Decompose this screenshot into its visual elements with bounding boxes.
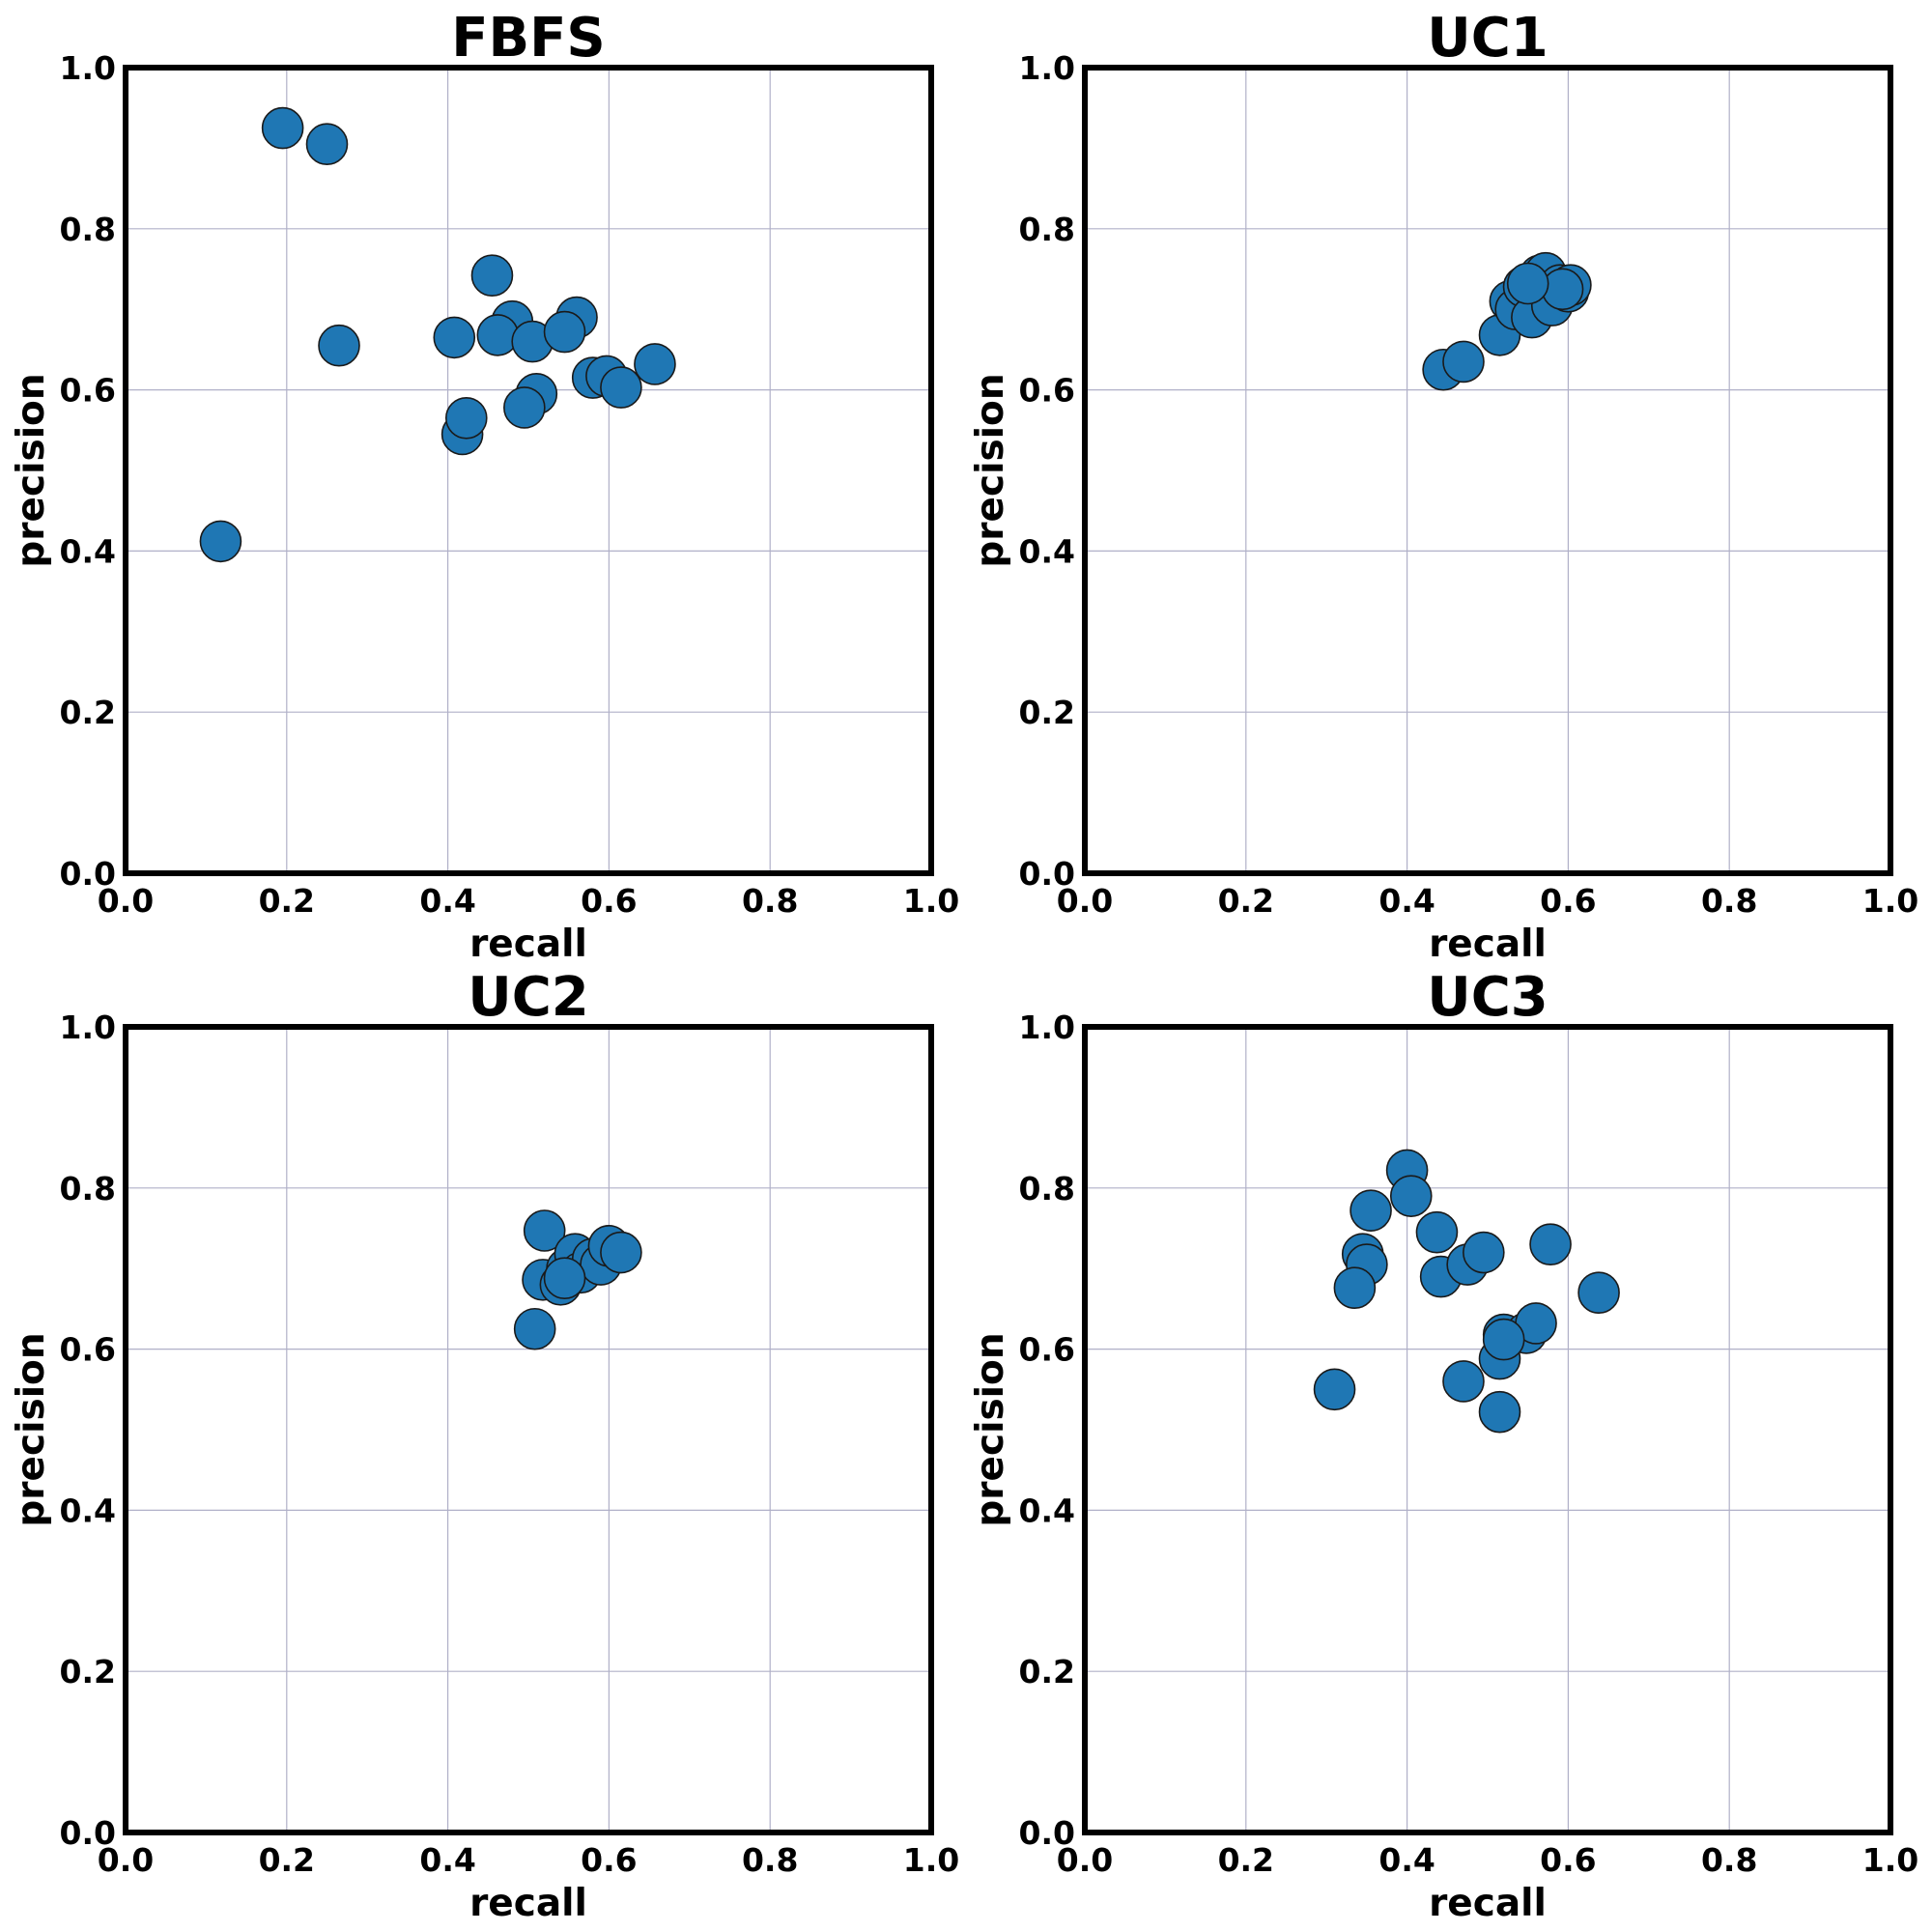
subplot-title: UC3 [1427, 966, 1548, 1029]
x-tick-label: 0.4 [419, 1841, 475, 1879]
data-point [1350, 1189, 1392, 1232]
data-point [1442, 340, 1485, 384]
x-tick-label: 0.2 [259, 1841, 315, 1879]
y-tick-label: 0.8 [60, 211, 116, 248]
x-axis-label: recall [1429, 923, 1547, 966]
x-axis-label: recall [469, 1882, 587, 1925]
y-axis-label: precision [10, 373, 53, 567]
x-tick-label: 0.6 [581, 882, 637, 920]
data-point [1389, 1175, 1433, 1217]
y-tick-label: 0.6 [60, 1331, 116, 1369]
data-point [513, 1307, 556, 1350]
data-point [543, 310, 586, 354]
data-point [634, 343, 676, 385]
data-point [261, 106, 304, 150]
y-tick-label: 1.0 [60, 49, 116, 87]
data-point [1333, 1266, 1377, 1310]
x-tick-label: 1.0 [1862, 882, 1918, 920]
y-tick-label: 0.4 [1019, 1492, 1075, 1529]
y-tick-label: 0.6 [1019, 1331, 1075, 1369]
subplot-3: 0.0 0.2 0.4 0.6 0.8 1.0 0.0 0.2 0.4 0.6 0.8 1.0 UC3 r… [969, 966, 1918, 1925]
y-axis-label: precision [969, 1332, 1012, 1526]
x-tick-label: 0.4 [1378, 1841, 1435, 1879]
y-tick-label: 0.0 [1019, 1814, 1075, 1852]
y-tick-label: 0.4 [60, 532, 116, 570]
y-tick-label: 0.8 [1019, 1170, 1075, 1208]
y-tick-label: 0.2 [60, 1653, 116, 1690]
subplot-title: FBFS [451, 7, 606, 70]
x-axis-label: recall [1429, 1882, 1547, 1925]
y-tick-label: 0.0 [60, 1814, 116, 1852]
subplot-title: UC2 [468, 966, 589, 1029]
plot-frame [123, 1024, 934, 1835]
x-tick-label: 0.8 [1701, 882, 1757, 920]
x-tick-label: 0.2 [1218, 1841, 1274, 1879]
y-tick-label: 0.8 [1019, 211, 1075, 248]
data-point [318, 324, 360, 367]
data-point [1463, 1231, 1505, 1274]
data-point [199, 520, 242, 563]
data-point [1541, 268, 1584, 311]
x-tick-label: 0.6 [1540, 882, 1596, 920]
x-tick-label: 0.6 [1540, 1841, 1596, 1879]
data-point [1313, 1368, 1356, 1411]
x-tick-label: 0.6 [581, 1841, 637, 1879]
x-tick-label: 1.0 [903, 1841, 959, 1879]
data-point [1415, 1210, 1459, 1254]
data-point [503, 386, 546, 429]
x-tick-label: 1.0 [1862, 1841, 1918, 1879]
y-tick-label: 1.0 [1019, 49, 1075, 87]
y-tick-label: 1.0 [1019, 1009, 1075, 1046]
x-tick-label: 0.0 [1057, 882, 1113, 920]
data-point [1442, 1360, 1485, 1403]
data-point [1577, 1271, 1620, 1315]
x-tick-label: 0.2 [259, 882, 315, 920]
y-tick-label: 0.2 [1019, 694, 1075, 731]
y-tick-label: 0.4 [60, 1492, 116, 1529]
data-point [1529, 1223, 1572, 1265]
x-tick-label: 0.0 [98, 882, 154, 920]
subplot-title: UC1 [1427, 7, 1548, 70]
data-point [600, 366, 642, 409]
x-tick-label: 0.4 [1378, 882, 1435, 920]
data-point [523, 1209, 566, 1252]
data-point [1506, 262, 1549, 305]
y-tick-label: 1.0 [60, 1009, 116, 1046]
plot-frame [1082, 1024, 1893, 1835]
data-point [1482, 1318, 1525, 1361]
x-tick-label: 0.8 [742, 882, 798, 920]
y-tick-label: 0.0 [60, 855, 116, 893]
y-axis-label: precision [969, 373, 1012, 567]
plot-frame [123, 65, 934, 876]
x-tick-label: 0.0 [98, 1841, 154, 1879]
y-tick-label: 0.6 [1019, 372, 1075, 410]
x-tick-label: 1.0 [903, 882, 959, 920]
subplot-0: 0.0 0.2 0.4 0.6 0.8 1.0 0.0 0.2 0.4 0.6 0.8 1.0 FBFS… [10, 7, 959, 966]
data-point [600, 1231, 642, 1274]
data-point [543, 1257, 586, 1300]
y-tick-label: 0.8 [60, 1170, 116, 1208]
x-tick-label: 0.0 [1057, 1841, 1113, 1879]
plot-frame [1082, 65, 1893, 876]
y-tick-label: 0.6 [60, 372, 116, 410]
y-tick-label: 0.2 [60, 694, 116, 731]
x-tick-label: 0.2 [1218, 882, 1274, 920]
data-point [1478, 1390, 1521, 1434]
x-tick-label: 0.8 [1701, 1841, 1757, 1879]
y-tick-label: 0.4 [1019, 532, 1075, 570]
data-point [305, 123, 349, 166]
y-axis-label: precision [10, 1332, 53, 1526]
data-point [444, 396, 488, 440]
data-point [476, 314, 520, 356]
data-point [470, 254, 514, 297]
subplot-1: 0.0 0.2 0.4 0.6 0.8 1.0 0.0 0.2 0.4 0.6 0.8 1.0 UC1 r… [969, 7, 1918, 966]
data-point [433, 316, 476, 359]
x-tick-label: 0.8 [742, 1841, 798, 1879]
x-tick-label: 0.4 [419, 882, 475, 920]
subplot-2: 0.0 0.2 0.4 0.6 0.8 1.0 0.0 0.2 0.4 0.6 0.8 1.0 UC2 r… [10, 966, 959, 1925]
x-axis-label: recall [469, 923, 587, 966]
y-tick-label: 0.2 [1019, 1653, 1075, 1690]
y-tick-label: 0.0 [1019, 855, 1075, 893]
